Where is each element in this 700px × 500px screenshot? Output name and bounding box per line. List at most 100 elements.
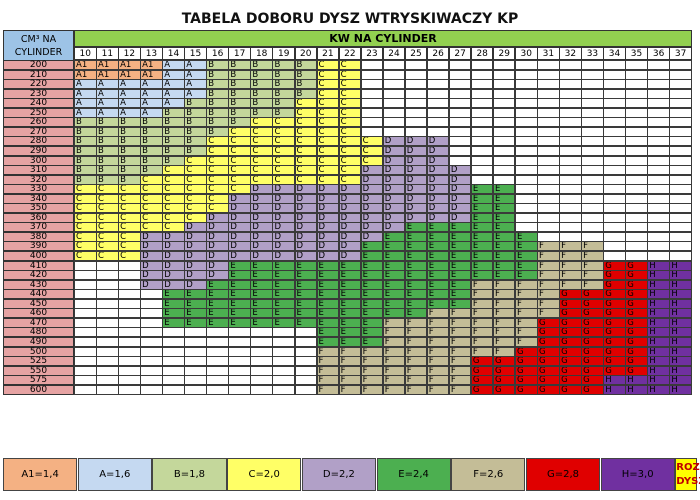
table-cell: F: [360, 384, 384, 395]
table-cell: E: [448, 231, 472, 242]
table-cell: H: [669, 298, 692, 309]
table-cell: F: [404, 356, 428, 367]
table-cell: A1: [74, 69, 97, 80]
table-cell: G: [470, 356, 494, 367]
table-cell: [581, 136, 604, 147]
legend-item: A1=1,4: [3, 458, 78, 491]
table-cell: E: [206, 289, 229, 300]
table-cell: G: [559, 384, 582, 395]
cm3-row-label: 550: [3, 365, 74, 376]
table-cell: D: [228, 251, 251, 262]
table-cell: F: [448, 356, 472, 367]
table-cell: D: [184, 241, 207, 252]
table-cell: E: [404, 260, 428, 271]
table-cell: E: [382, 260, 406, 271]
table-cell: C: [360, 136, 384, 147]
table-cell: F: [382, 336, 406, 347]
table-cell: E: [470, 270, 494, 281]
table-cell: [515, 98, 538, 109]
table-cell: C: [74, 193, 97, 204]
table-cell: [492, 60, 516, 71]
table-cell: [625, 79, 648, 90]
table-cell: B: [74, 126, 97, 137]
table-cell: B: [96, 126, 119, 137]
table-cell: G: [537, 375, 560, 386]
table-cell: [250, 346, 273, 357]
table-cell: C: [272, 145, 295, 156]
table-cell: E: [316, 336, 340, 347]
table-cell: D: [448, 193, 472, 204]
table-cell: F: [470, 298, 494, 309]
table-cell: [647, 203, 670, 214]
table-cell: F: [492, 346, 516, 357]
table-cell: B: [272, 79, 295, 90]
table-cell: A1: [74, 60, 97, 71]
table-cell: [537, 145, 560, 156]
table-cell: [162, 384, 185, 395]
table-cell: G: [515, 375, 538, 386]
table-cell: C: [140, 222, 163, 233]
table-cell: [140, 384, 163, 395]
table-cell: D: [294, 251, 318, 262]
table-cell: C: [118, 203, 141, 214]
table-cell: E: [492, 212, 516, 223]
table-cell: [228, 346, 251, 357]
table-cell: E: [206, 279, 229, 290]
table-cell: A: [184, 79, 207, 90]
table-cell: F: [537, 260, 560, 271]
table-cell: C: [338, 98, 362, 109]
table-cell: [515, 126, 538, 137]
table-cell: [625, 69, 648, 80]
kw-column-header: 24: [382, 47, 406, 60]
table-cell: F: [404, 384, 428, 395]
table-cell: C: [140, 203, 163, 214]
table-cell: [360, 98, 384, 109]
table-cell: [426, 60, 450, 71]
table-cell: F: [470, 289, 494, 300]
table-cell: C: [272, 174, 295, 185]
table-cell: E: [515, 241, 538, 252]
table-cell: D: [448, 184, 472, 195]
table-cell: E: [184, 298, 207, 309]
table-cell: E: [404, 308, 428, 319]
table-cell: C: [294, 155, 318, 166]
table-cell: [581, 231, 604, 242]
table-cell: E: [206, 298, 229, 309]
table-cell: [96, 336, 119, 347]
table-cell: [74, 365, 97, 376]
table-cell: [492, 155, 516, 166]
table-cell: [492, 98, 516, 109]
table-cell: D: [250, 251, 273, 262]
table-cell: F: [426, 308, 450, 319]
table-cell: [74, 298, 97, 309]
kw-column-header: 32: [559, 47, 582, 60]
table-cell: [96, 375, 119, 386]
table-cell: F: [559, 270, 582, 281]
cm3-row-label: 480: [3, 327, 74, 338]
table-cell: G: [625, 289, 648, 300]
table-cell: D: [316, 212, 340, 223]
table-cell: C: [184, 184, 207, 195]
table-cell: [559, 231, 582, 242]
table-cell: C: [250, 174, 273, 185]
table-cell: C: [140, 193, 163, 204]
table-cell: [492, 145, 516, 156]
table-cell: G: [581, 365, 604, 376]
kw-column-header: 31: [537, 47, 560, 60]
legend-item: C=2,0: [227, 458, 302, 491]
table-cell: D: [426, 212, 450, 223]
table-cell: [448, 126, 472, 137]
table-cell: E: [448, 222, 472, 233]
table-cell: D: [360, 174, 384, 185]
table-cell: [294, 375, 318, 386]
table-cell: C: [162, 174, 185, 185]
table-cell: F: [515, 289, 538, 300]
table-cell: D: [272, 184, 295, 195]
table-cell: [426, 79, 450, 90]
table-cell: D: [228, 212, 251, 223]
table-cell: B: [294, 88, 318, 99]
table-cell: F: [537, 270, 560, 281]
table-cell: B: [250, 98, 273, 109]
table-cell: G: [625, 279, 648, 290]
cm3-row-label: 575: [3, 375, 74, 386]
